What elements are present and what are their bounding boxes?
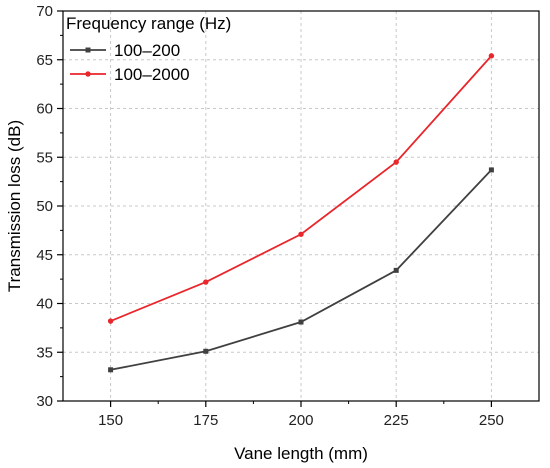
- legend-label: 100–200: [114, 41, 180, 60]
- y-tick-label: 60: [36, 101, 53, 118]
- legend-label: 100–2000: [114, 65, 190, 84]
- data-point: [488, 167, 494, 173]
- legend: Frequency range (Hz) 100–200 100–2000: [66, 14, 231, 84]
- y-axis-title: Transmission loss (dB): [5, 120, 24, 292]
- y-tick-label: 45: [36, 247, 53, 264]
- data-point: [203, 348, 209, 354]
- data-point: [107, 318, 114, 324]
- data-point: [203, 279, 209, 285]
- y-tick-label: 65: [36, 52, 53, 69]
- x-tick-label: 200: [288, 412, 313, 429]
- y-tick-label: 70: [36, 3, 53, 20]
- data-point: [298, 231, 304, 237]
- y-tick-label: 50: [36, 198, 53, 215]
- data-point: [488, 53, 495, 59]
- x-tick-label: 175: [193, 412, 218, 429]
- legend-title: Frequency range (Hz): [66, 14, 231, 33]
- y-tick-label: 30: [36, 393, 53, 410]
- y-tick-label: 35: [36, 344, 53, 361]
- x-tick-label: 250: [479, 412, 504, 429]
- legend-swatch-marker: [85, 47, 91, 53]
- y-tick-label: 40: [36, 296, 53, 313]
- data-point: [393, 267, 399, 273]
- y-tick-label: 55: [36, 149, 53, 166]
- x-tick-label: 225: [384, 412, 409, 429]
- series-layer: [107, 53, 495, 373]
- legend-swatch-marker: [85, 71, 91, 77]
- data-point: [298, 319, 304, 325]
- grid-lines: [63, 11, 539, 401]
- x-axis-title: Vane length (mm): [234, 444, 368, 463]
- data-point: [393, 159, 399, 165]
- data-point: [108, 367, 114, 373]
- y-axis: 30 35 40 45 50 55 60 65 70: [36, 3, 63, 410]
- x-tick-label: 150: [98, 412, 123, 429]
- x-axis: 150 175 200 225 250: [98, 401, 504, 429]
